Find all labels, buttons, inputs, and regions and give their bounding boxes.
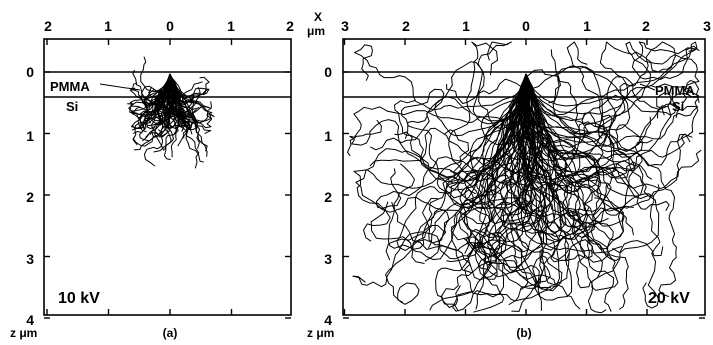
- panel-b-ztick: 4: [324, 312, 332, 328]
- electron-trajectory: [130, 73, 171, 111]
- electron-trajectory: [422, 73, 527, 281]
- electron-trajectory: [166, 73, 196, 119]
- electron-trajectory: [525, 41, 678, 116]
- panel-a-ztick: 0: [26, 64, 34, 80]
- panel-b-pmma-label: PMMA: [655, 83, 695, 98]
- panel-a-pmma-label: PMMA: [50, 79, 90, 94]
- electron-trajectory: [518, 74, 660, 197]
- electron-trajectory: [513, 73, 629, 310]
- panel-b-ztick: 3: [324, 251, 332, 267]
- electron-trajectory: [477, 73, 535, 280]
- panel-a-pmma-leader: [99, 83, 141, 91]
- electron-trajectory: [369, 73, 527, 167]
- electron-trajectory: [525, 73, 608, 188]
- electron-trajectory: [401, 73, 527, 191]
- panel-b-xtick: 3: [341, 18, 349, 34]
- electron-trajectory: [427, 73, 527, 249]
- panel-b-xtick: 2: [402, 18, 410, 34]
- electron-trajectory: [522, 73, 661, 309]
- panel-a-voltage: 10 kV: [58, 290, 100, 307]
- panel-a-frame: [43, 38, 292, 316]
- panel-b-depth-label: z μm: [307, 326, 334, 340]
- panel-a-ztick: 4: [26, 312, 34, 328]
- panel-a-depth-label: z μm: [10, 326, 37, 340]
- electron-trajectory: [391, 73, 532, 251]
- panel-b-voltage: 20 kV: [648, 290, 690, 307]
- electron-trajectory: [503, 73, 581, 245]
- x-axis-label: X: [314, 10, 322, 24]
- electron-trajectory: [451, 73, 527, 274]
- electron-trajectory: [525, 73, 700, 107]
- electron-trajectory: [155, 73, 191, 129]
- panel-b-si-label: Si: [672, 99, 684, 114]
- electron-trajectory: [525, 73, 670, 211]
- electron-trajectory: [463, 73, 542, 209]
- panel-b-xtick: 0: [522, 18, 530, 34]
- electron-trajectory: [515, 73, 702, 228]
- panel-a-ztick: 3: [26, 251, 34, 267]
- panel-b-xtick: 1: [583, 18, 591, 34]
- panel-a-xtick: 2: [286, 18, 294, 34]
- panel-b-trajectories: [347, 41, 702, 314]
- electron-trajectory: [525, 73, 615, 312]
- electron-trajectory: [525, 73, 699, 147]
- electron-trajectory: [475, 73, 527, 310]
- panel-a-si-label: Si: [66, 99, 78, 114]
- electron-trajectory: [396, 73, 527, 264]
- electron-trajectory: [525, 73, 693, 183]
- panel-b-ticks: [343, 39, 705, 319]
- electron-trajectory: [370, 73, 527, 260]
- panel-b-xtick: 3: [703, 18, 711, 34]
- electron-trajectory: [520, 73, 636, 179]
- electron-trajectory: [479, 73, 544, 253]
- panel-a-trajectories: [127, 56, 215, 169]
- panel-a-ztick: 2: [26, 189, 34, 205]
- electron-trajectory: [525, 73, 652, 163]
- electron-trajectory: [435, 73, 528, 308]
- panel-b-pmma-leader: [639, 83, 656, 91]
- panel-b-ztick: 0: [324, 64, 332, 80]
- electron-trajectory: [354, 44, 527, 111]
- electron-trajectory: [522, 73, 570, 263]
- panel-b-frame: [342, 38, 706, 316]
- electron-trajectory: [442, 73, 549, 209]
- electron-trajectory: [157, 73, 173, 133]
- panel-b: 3 2 1 0 1 2 3 0 1 2 3 4 PMMA Si 20 kV (b…: [324, 18, 711, 340]
- electron-trajectory: [169, 73, 193, 147]
- x-axis-unit: μm: [307, 24, 325, 38]
- panel-a-caption: (a): [163, 326, 178, 340]
- electron-trajectory: [375, 73, 534, 209]
- panel-a-xtick: 1: [227, 18, 235, 34]
- panel-a-xtick: 1: [104, 18, 112, 34]
- electron-trajectory: [509, 73, 621, 289]
- electron-trajectory: [459, 73, 529, 254]
- electron-trajectory: [352, 73, 527, 288]
- panel-b-ztick: 2: [324, 189, 332, 205]
- panel-a-xtick: 0: [166, 18, 174, 34]
- panel-a-ticks: [44, 39, 291, 319]
- electron-trajectory: [525, 73, 700, 167]
- electron-trajectory: [480, 69, 561, 145]
- electron-trajectory: [347, 73, 528, 178]
- electron-trajectory: [525, 73, 680, 173]
- panel-a-ztick: 1: [26, 128, 34, 144]
- panel-b-xtick: 1: [462, 18, 470, 34]
- panel-b-caption: (b): [516, 326, 531, 340]
- panel-b-ztick: 1: [324, 128, 332, 144]
- electron-trajectory: [525, 73, 630, 216]
- panel-b-xtick: 2: [642, 18, 650, 34]
- electron-trajectory: [169, 73, 212, 124]
- electron-trajectory: [385, 73, 527, 305]
- electron-trajectory: [525, 73, 601, 194]
- panel-a-xtick: 2: [44, 18, 52, 34]
- panel-a: 2 1 0 1 2 0 1 2 3 4 PMMA Si 10 kV (a): [26, 18, 294, 340]
- electron-trajectory: [149, 73, 171, 138]
